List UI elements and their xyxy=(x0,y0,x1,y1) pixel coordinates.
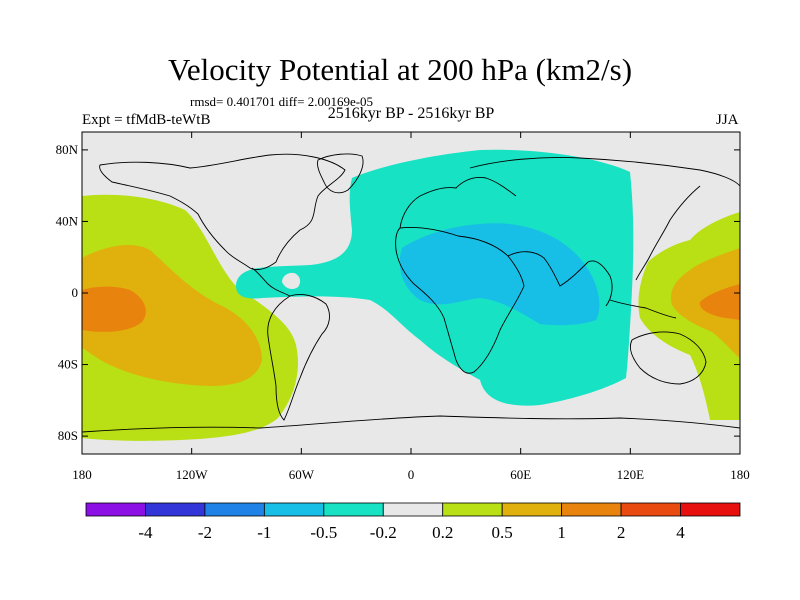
map-plot-area xyxy=(82,132,740,454)
lat-tick-label: 80S xyxy=(58,428,78,443)
colorbar-swatch xyxy=(620,502,681,517)
colorbar-label: 1 xyxy=(557,523,566,542)
lat-tick-label: 40S xyxy=(58,357,78,372)
longitude-axis: 180 120W 60W 0 60E 120E 180 xyxy=(72,132,750,482)
period-label: 2516kyr BP - 2516kyr BP xyxy=(327,105,495,122)
colorbar-swatch xyxy=(501,502,563,517)
colorbar: -4 -2 -1 -0.5 -0.2 0.2 0.5 1 2 4 xyxy=(85,502,741,542)
colorbar-label: -0.2 xyxy=(370,523,397,542)
colorbar-swatch xyxy=(145,502,206,517)
colorbar-label: -2 xyxy=(198,523,212,542)
colorbar-label: 4 xyxy=(676,523,685,542)
stats-label: rmsd= 0.401701 diff= 2.00169e-05 xyxy=(190,94,374,109)
lat-tick-label: 0 xyxy=(72,285,79,300)
colorbar-swatch xyxy=(382,502,444,517)
colorbar-label: 0.2 xyxy=(432,523,453,542)
lon-tick-label: 180 xyxy=(730,467,750,482)
colorbar-label: 0.5 xyxy=(492,523,513,542)
africa-negative-core xyxy=(399,223,600,326)
lon-tick-label: 180 xyxy=(72,467,92,482)
colorbar-swatch xyxy=(442,502,503,517)
colorbar-label: -4 xyxy=(138,523,153,542)
lon-tick-label: 60E xyxy=(510,467,531,482)
eurasia-africa-negative-region xyxy=(282,272,301,290)
colorbar-label: -0.5 xyxy=(310,523,337,542)
colorbar-label: 2 xyxy=(617,523,626,542)
lat-tick-label: 80N xyxy=(56,142,79,157)
latitude-axis: 80N 40N 0 40S 80S xyxy=(56,142,740,443)
pacific-positive-region xyxy=(82,244,262,386)
lon-tick-label: 0 xyxy=(408,467,415,482)
colorbar-swatch xyxy=(323,502,384,517)
map-title: Velocity Potential at 200 hPa (km2/s) xyxy=(167,52,633,87)
season-label: JJA xyxy=(716,112,739,128)
colorbar-swatch xyxy=(204,502,265,517)
coastlines xyxy=(82,153,740,433)
experiment-label: Expt = tfMdB-teWtB xyxy=(82,112,211,128)
lon-tick-label: 60W xyxy=(289,467,315,482)
west-pacific-positive-region xyxy=(699,284,740,320)
lon-tick-label: 120W xyxy=(176,467,209,482)
colorbar-label: -1 xyxy=(257,523,271,542)
lat-tick-label: 40N xyxy=(56,213,79,228)
colorbar-swatch xyxy=(561,502,622,517)
colorbar-swatch xyxy=(680,502,741,517)
pacific-positive-region xyxy=(82,286,146,332)
lon-tick-label: 120E xyxy=(617,467,645,482)
colorbar-swatch xyxy=(85,502,146,517)
colorbar-swatch xyxy=(263,502,325,517)
